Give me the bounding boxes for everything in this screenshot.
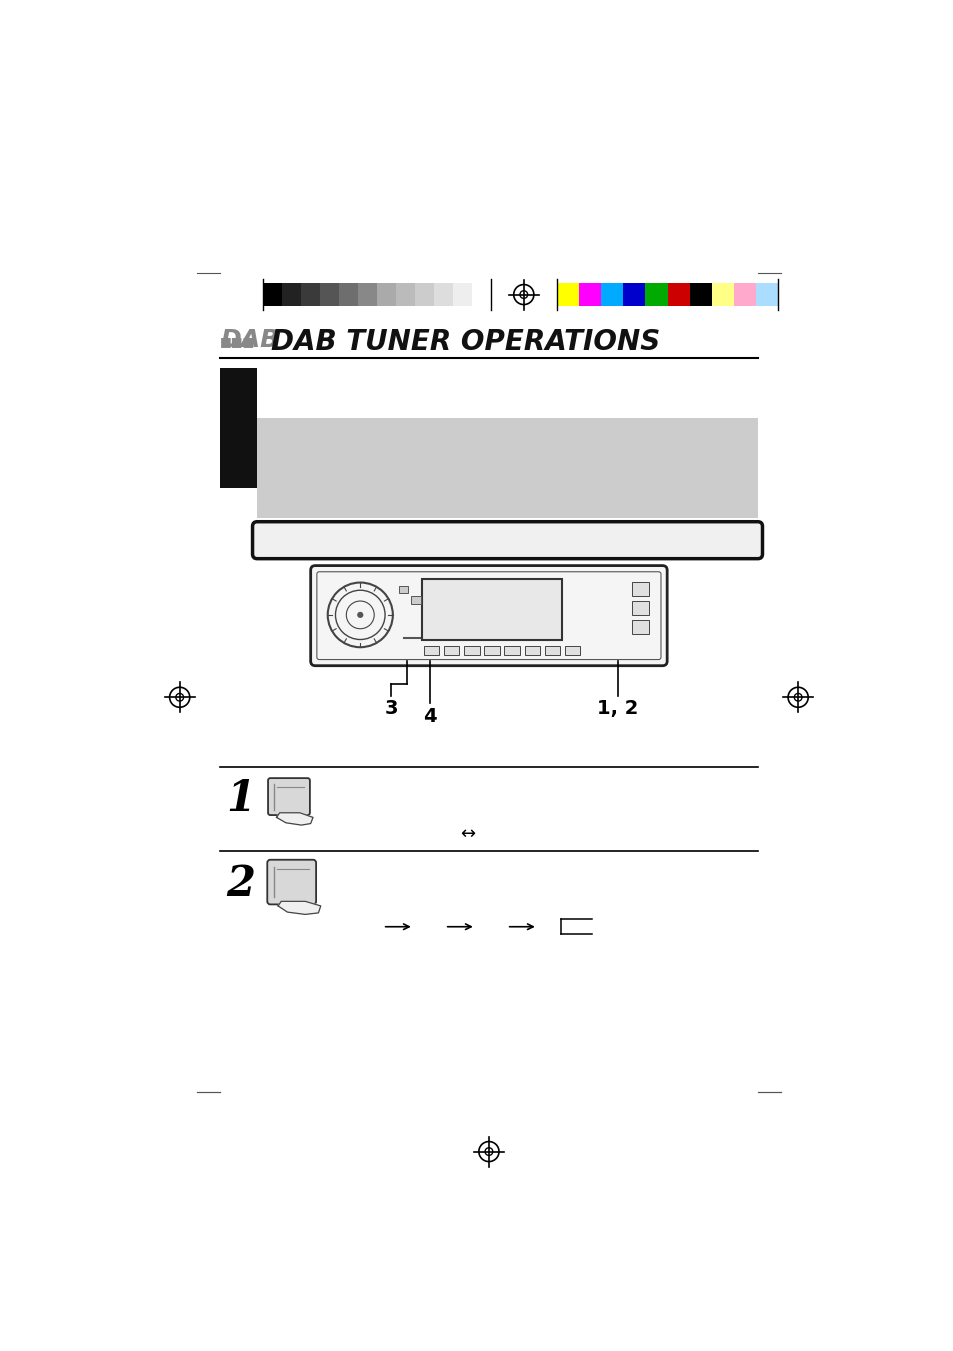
Bar — [631, 601, 648, 615]
Text: 1: 1 — [226, 778, 255, 820]
Bar — [667, 282, 689, 307]
Bar — [524, 646, 539, 655]
Text: DAB TUNER OPERATIONS: DAB TUNER OPERATIONS — [271, 328, 659, 355]
Bar — [398, 585, 408, 593]
Bar — [281, 282, 300, 307]
FancyBboxPatch shape — [311, 566, 666, 666]
Bar — [262, 282, 281, 307]
Bar — [464, 646, 479, 655]
Bar — [631, 620, 648, 634]
Bar — [544, 646, 559, 655]
Text: DAB: DAB — [220, 328, 279, 351]
Bar — [376, 282, 395, 307]
Bar — [411, 596, 420, 604]
Bar — [415, 282, 434, 307]
Bar — [689, 282, 711, 307]
Bar — [434, 282, 453, 307]
Text: 4: 4 — [423, 707, 436, 725]
Polygon shape — [278, 901, 320, 915]
FancyBboxPatch shape — [253, 521, 761, 559]
Bar — [631, 582, 648, 596]
Text: ■■■: ■■■ — [220, 335, 255, 349]
Polygon shape — [276, 813, 313, 825]
Bar — [504, 646, 519, 655]
Bar — [600, 282, 622, 307]
Bar — [453, 282, 472, 307]
Bar — [338, 282, 357, 307]
Text: ↔: ↔ — [460, 825, 475, 843]
FancyBboxPatch shape — [267, 859, 315, 904]
Bar — [557, 282, 578, 307]
Circle shape — [356, 612, 363, 617]
Bar — [484, 646, 499, 655]
Bar — [423, 646, 439, 655]
Bar — [622, 282, 645, 307]
Bar — [395, 282, 415, 307]
Bar — [300, 282, 319, 307]
Text: 1, 2: 1, 2 — [597, 698, 638, 717]
Bar — [645, 282, 667, 307]
FancyBboxPatch shape — [316, 571, 660, 659]
Bar — [443, 646, 459, 655]
Bar — [257, 417, 757, 517]
Bar — [733, 282, 755, 307]
FancyBboxPatch shape — [268, 778, 310, 815]
Bar — [711, 282, 733, 307]
Bar — [564, 646, 579, 655]
Bar — [357, 282, 376, 307]
Bar — [578, 282, 600, 307]
Bar — [319, 282, 338, 307]
Text: 2: 2 — [226, 863, 255, 905]
Bar — [220, 369, 257, 488]
Bar — [422, 580, 561, 639]
Text: 3: 3 — [384, 698, 397, 717]
Bar — [472, 282, 491, 307]
Bar — [755, 282, 778, 307]
